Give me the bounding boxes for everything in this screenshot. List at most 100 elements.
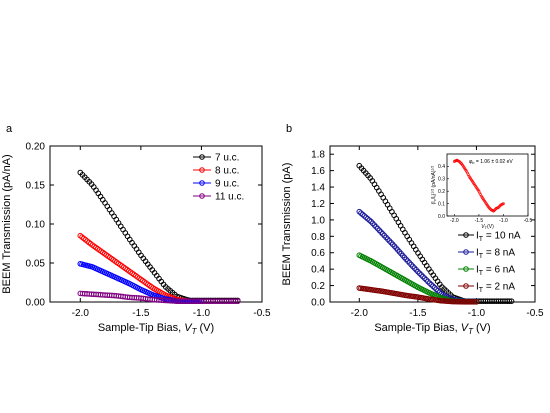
legend-value: = 2 nA xyxy=(483,282,515,293)
legend-label: IT = 6 nA xyxy=(476,265,515,278)
panel-a: a -2.0 -1.5 -1.0 -0.5 0.00 0.05 0.10 0.15 0.20 Sam… xyxy=(1,123,271,336)
inset-annotation: φb = 1.06 ± 0.02 eV xyxy=(469,159,513,165)
y-tick-label: 1.0 xyxy=(311,215,325,226)
inset-x-label-unit: (V) xyxy=(487,224,494,230)
x-axis-label-unit: (V) xyxy=(473,322,491,334)
legend-marker xyxy=(463,266,469,272)
inset-x-tick-label: -0.5 xyxy=(524,218,533,224)
y-tick-label: 1.4 xyxy=(311,183,325,194)
inset-x-label-sub: T xyxy=(485,225,488,230)
x-axis-label: Sample-Tip Bias, VT (V) xyxy=(374,322,490,336)
inset-annotation-sub: b xyxy=(472,160,475,165)
data-point xyxy=(428,281,435,288)
legend-sub: T xyxy=(479,287,484,294)
x-tick-label: -2.0 xyxy=(72,308,90,319)
inset-chart: -2.0 -1.5 -1.0 -0.5 0.0 0.1 0.2 0.3 0.4 VT(V) (Ic/… xyxy=(431,153,533,230)
x-axis-label-main: Sample-Tip Bias, xyxy=(98,322,184,334)
series-3 xyxy=(356,285,480,305)
x-tick-label: -1.0 xyxy=(468,308,486,319)
y-tick-label: 0.05 xyxy=(26,259,46,270)
x-tick-label: -2.0 xyxy=(351,308,369,319)
legend-value: = 10 nA xyxy=(483,231,521,242)
inset-y-label-part: c xyxy=(432,199,437,201)
legend-sub: T xyxy=(479,253,484,260)
data-point xyxy=(418,272,425,278)
legend-sub: T xyxy=(479,236,484,243)
data-point xyxy=(426,280,433,286)
legend-prefix: I xyxy=(476,231,479,242)
y-tick-label: 0.6 xyxy=(311,248,325,259)
legend-sub: T xyxy=(479,270,484,277)
data-point xyxy=(471,299,478,305)
legend-prefix: I xyxy=(476,248,479,259)
data-point xyxy=(430,283,436,289)
inset-y-label-part: 1/2 xyxy=(431,189,435,194)
x-tick-label: -1.5 xyxy=(409,308,427,319)
inset-y-tick-label: 0.1 xyxy=(438,201,445,207)
series-3 xyxy=(77,290,241,305)
data-point xyxy=(232,298,239,305)
inset-y-label-part: 1/2 xyxy=(431,166,435,171)
x-axis-label-var: V xyxy=(461,322,470,334)
panel-label: a xyxy=(6,123,13,135)
y-tick-label: 0.20 xyxy=(26,142,46,153)
inset-x-tick-label: -1.0 xyxy=(499,218,508,224)
inset-annotation-phi: φ xyxy=(469,159,473,165)
x-tick-label: -1.0 xyxy=(193,308,211,319)
inset-y-label-part: (pA/nA) xyxy=(431,170,437,189)
y-tick-label: 0.0 xyxy=(311,298,325,309)
data-point xyxy=(506,298,513,304)
data-point xyxy=(435,287,441,294)
data-point xyxy=(431,284,438,291)
legend-marker xyxy=(199,193,205,199)
y-tick-label: 0.2 xyxy=(311,281,325,292)
y-tick-label: 0.8 xyxy=(311,232,325,243)
legend-value: = 8 nA xyxy=(483,248,515,259)
inset-data-point xyxy=(502,202,505,206)
legend-label: IT = 10 nA xyxy=(476,231,521,244)
legend-label: 11 u.c. xyxy=(215,192,244,203)
x-axis-label-var: V xyxy=(184,322,193,334)
x-axis-label-main: Sample-Tip Bias, xyxy=(374,322,460,334)
data-point xyxy=(234,298,241,305)
inset-y-label-part: (I xyxy=(431,201,437,204)
inset-x-label-var: V xyxy=(481,224,485,230)
y-tick-label: 1.2 xyxy=(311,199,325,210)
y-tick-label: 0.10 xyxy=(26,220,46,231)
legend-label: IT = 2 nA xyxy=(476,282,515,295)
y-axis-label: BEEM Transmission (pA) xyxy=(281,163,293,286)
data-point xyxy=(508,298,515,304)
legend-marker xyxy=(199,180,205,186)
legend-marker xyxy=(463,232,469,238)
inset-x-tick-label: -1.5 xyxy=(475,218,484,224)
x-axis-label-sub: T xyxy=(468,327,474,336)
data-point xyxy=(416,270,423,277)
legend-marker xyxy=(199,167,205,173)
legend-label: 7 u.c. xyxy=(215,153,239,164)
legend-label: IT = 8 nA xyxy=(476,248,515,261)
inset-y-label-part: ) xyxy=(431,193,437,195)
inset-x-label: VT(V) xyxy=(481,224,494,230)
x-axis-label: Sample-Tip Bias, VT (V) xyxy=(98,322,214,336)
legend-label: 9 u.c. xyxy=(215,179,239,190)
inset-x-tick-label: -2.0 xyxy=(450,218,459,224)
series-0 xyxy=(77,169,241,304)
legend-prefix: I xyxy=(476,265,479,276)
inset-y-tick-label: 0.4 xyxy=(438,164,445,170)
y-tick-label: 0.00 xyxy=(26,298,46,309)
data-point xyxy=(415,268,421,275)
inset-y-label-part: t xyxy=(432,195,437,197)
data-point xyxy=(421,275,428,281)
y-tick-label: 0.4 xyxy=(311,265,325,276)
x-tick-label: -0.5 xyxy=(526,308,544,319)
y-axis-label: BEEM Transmission (pA/nA) xyxy=(1,154,13,293)
inset-y-tick-label: 0.0 xyxy=(438,214,445,220)
legend-marker xyxy=(463,283,469,289)
data-point xyxy=(425,278,431,285)
inset-y-tick-label: 0.2 xyxy=(438,189,445,195)
legend-value: = 6 nA xyxy=(483,265,515,276)
panel-label: b xyxy=(286,123,292,135)
data-point xyxy=(423,277,430,283)
legend-marker xyxy=(463,249,469,255)
data-point xyxy=(473,299,480,305)
